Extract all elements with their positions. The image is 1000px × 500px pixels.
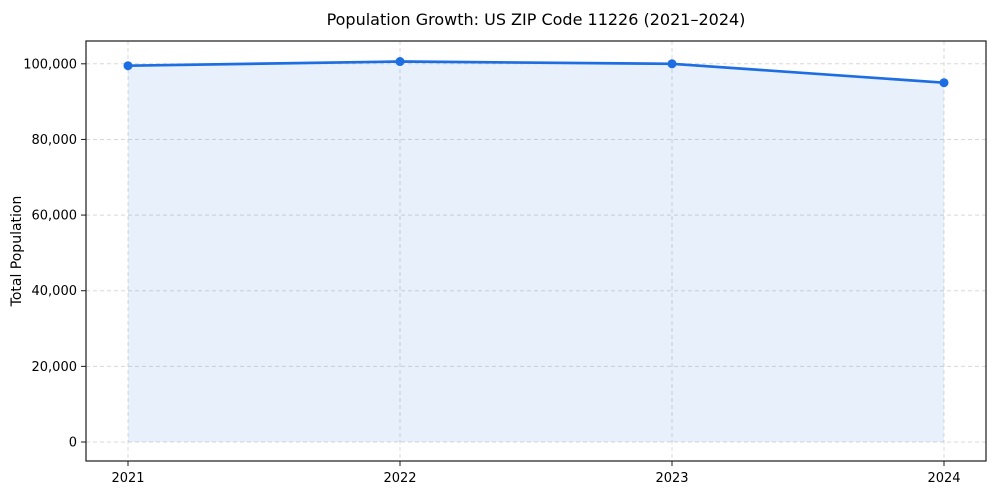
data-point [123,61,133,71]
data-point [667,59,677,69]
y-tick-label: 40,000 [32,284,78,299]
x-tick-label: 2023 [655,471,688,486]
y-tick-label: 20,000 [32,360,78,375]
x-tick-label: 2024 [927,471,960,486]
x-tick-label: 2022 [383,471,416,486]
area-fill [128,61,944,443]
data-point [395,57,405,67]
y-tick-label: 80,000 [32,133,78,148]
vertical-gridlines [127,41,945,461]
data-point [939,78,949,88]
chart-title: Population Growth: US ZIP Code 11226 (20… [327,10,746,29]
x-tick-labels: 2021 2022 2023 2024 [111,471,960,486]
y-axis-ticks [81,63,86,443]
x-tick-label: 2021 [111,471,144,486]
plot-border [85,40,987,462]
y-tick-label: 100,000 [23,57,77,72]
data-point-markers [123,57,949,88]
x-axis-ticks [127,461,945,466]
y-tick-labels: 0 20,000 40,000 60,000 80,000 100,000 [23,57,77,450]
y-tick-label: 60,000 [32,209,78,224]
data-line [126,60,946,85]
y-axis-label: Total Population [9,196,25,308]
y-tick-label: 0 [69,436,77,451]
